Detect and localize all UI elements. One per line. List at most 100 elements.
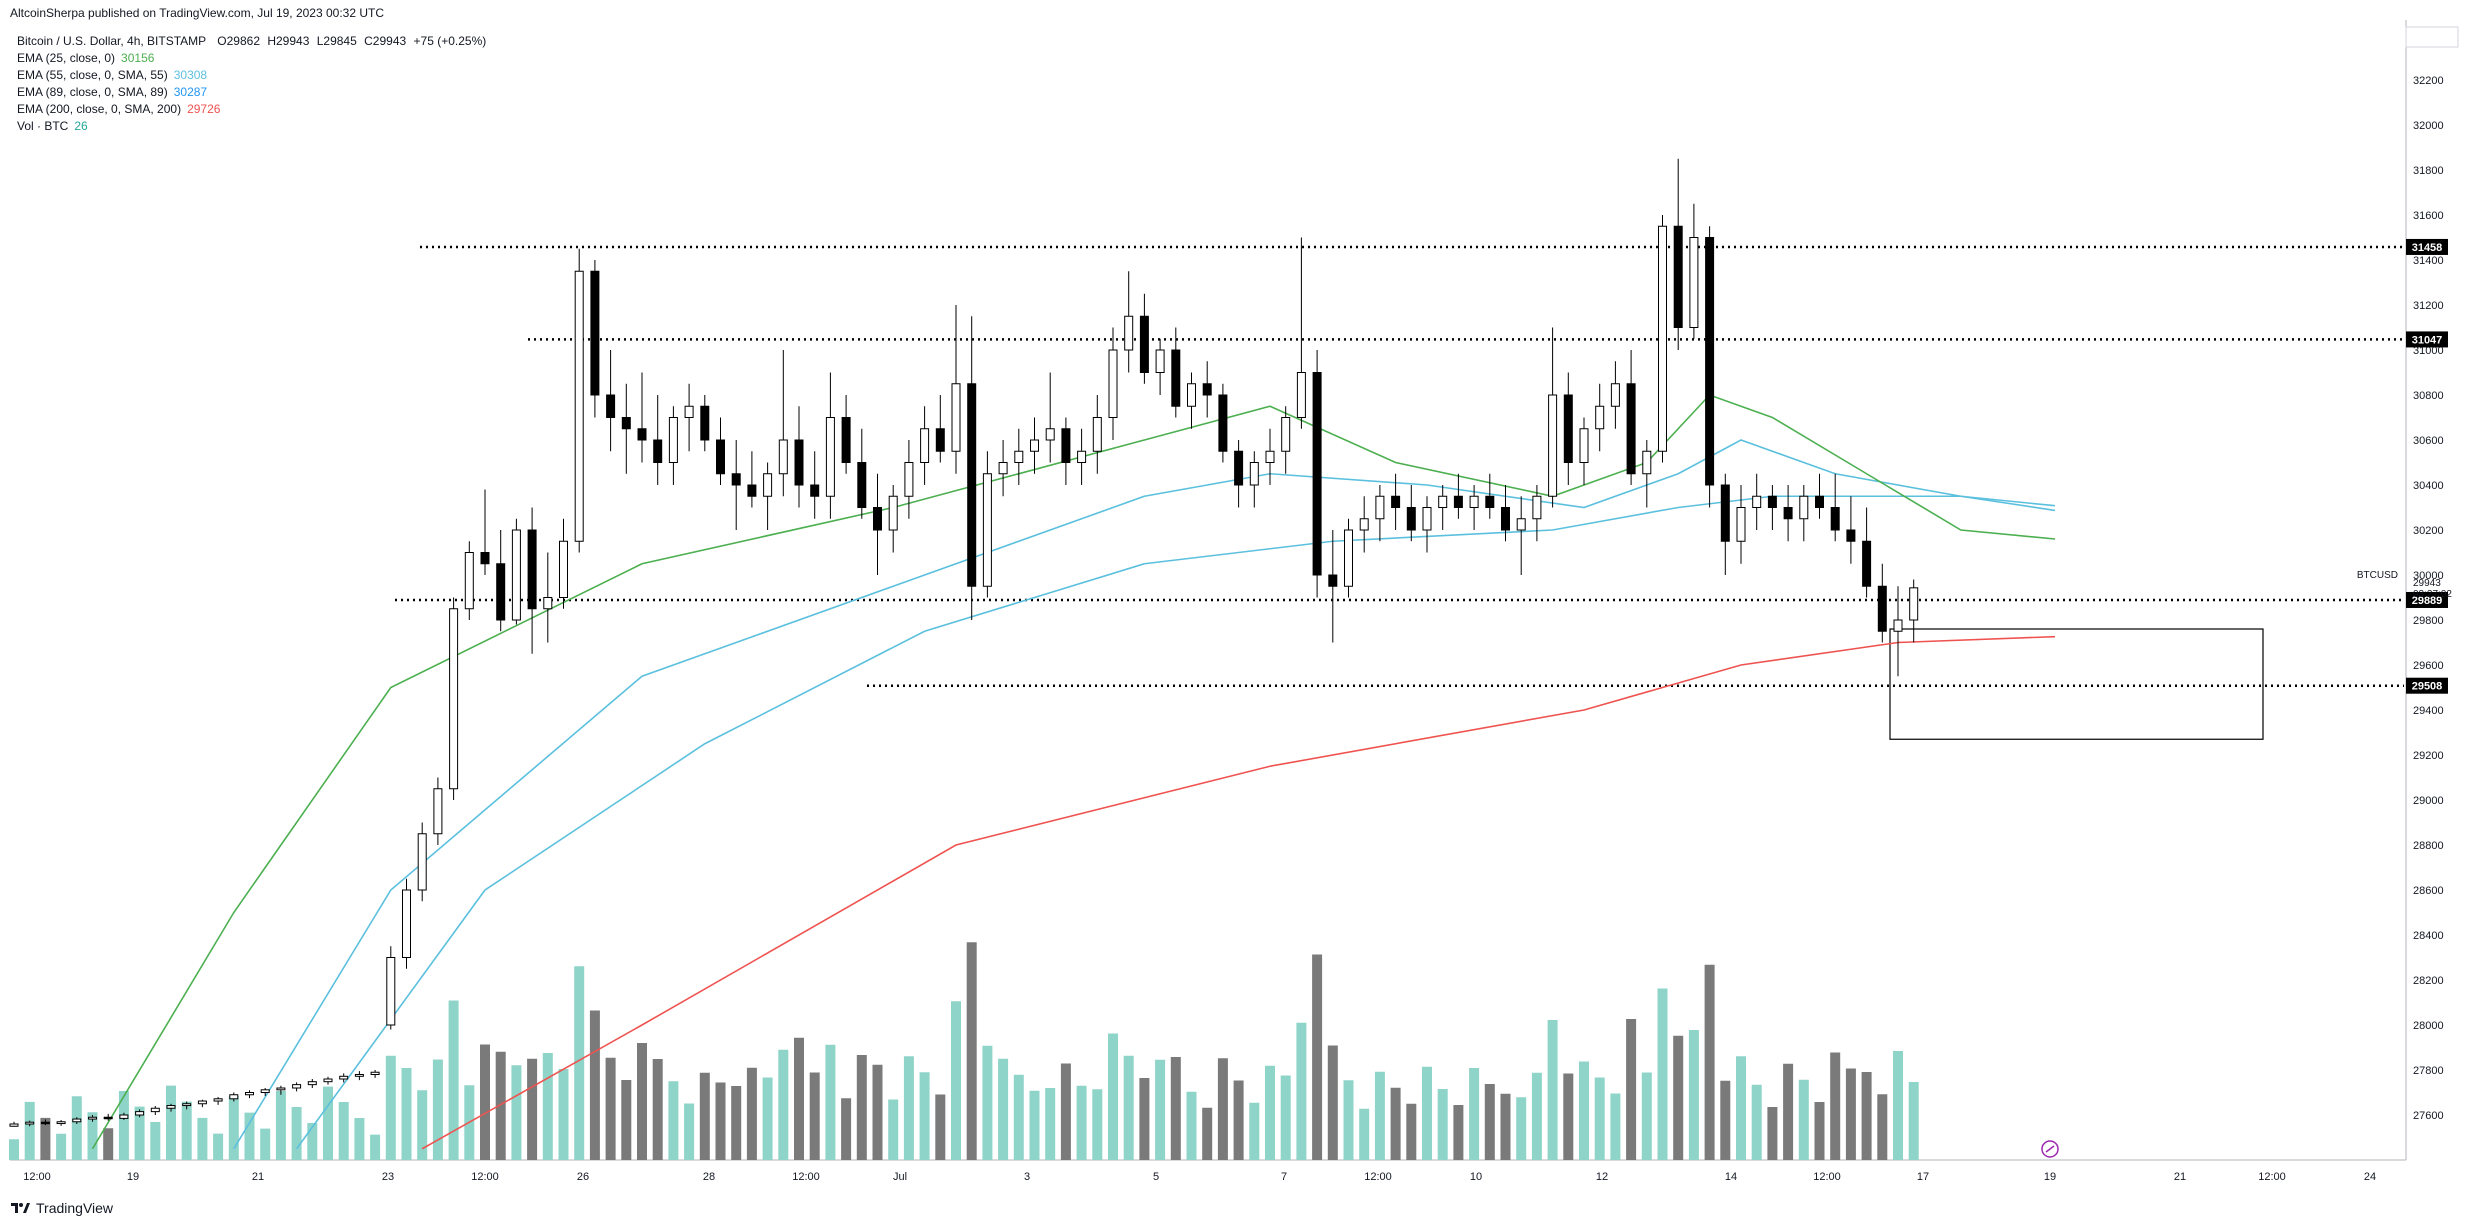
legend-label: Vol · BTC [17,119,69,133]
volume-bar [181,1101,192,1160]
volume-bar [103,1128,114,1160]
candle-body [778,439,788,475]
candle-body [1139,315,1149,373]
volume-bar [213,1133,224,1160]
candle-body [197,1100,207,1105]
volume-bar [1186,1091,1197,1160]
volume-bar [495,1051,506,1160]
candle-body [1548,394,1558,497]
x-tick-label: 5 [1153,1171,1159,1183]
volume-bar [197,1117,208,1160]
candle-body [1877,585,1887,632]
candle-body [1045,428,1055,441]
candle-body [40,1121,50,1125]
y-tick-label: 32200 [2413,75,2444,87]
volume-bar [872,1064,883,1160]
candle-body [1579,428,1589,463]
x-tick-label: 21 [252,1171,264,1183]
last-symbol-label: BTCUSD [2357,570,2398,581]
candle-body [1375,495,1385,520]
y-tick-label: 28400 [2413,930,2444,942]
volume-bar [1265,1065,1275,1160]
x-tick-label: Jul [893,1171,907,1183]
volume-bar [574,966,585,1160]
volume-bar [1422,1066,1432,1160]
x-tick-label: 17 [1917,1171,1929,1183]
x-tick-label: 12:00 [1364,1171,1392,1183]
tradingview-logo[interactable]: TradingView [10,1200,113,1216]
volume-bar [746,1067,757,1160]
candle-body [1862,540,1872,587]
legend-item: EMA (55, close, 0, SMA, 55) 30308 [17,68,207,82]
volume-bar [605,1057,616,1160]
volume-bar [323,1086,333,1160]
volume-bar [1233,1080,1244,1160]
x-tick-label: 12:00 [1813,1171,1841,1183]
volume-bar [166,1085,176,1160]
volume-bar [1374,1071,1385,1160]
x-tick-label: 7 [1281,1171,1287,1183]
replay-icon[interactable] [2041,1140,2059,1158]
x-tick-label: 19 [2044,1171,2056,1183]
volume-bar [809,1072,820,1160]
candle-body [543,597,553,610]
volume-bar [621,1080,632,1160]
candle-body [1453,495,1463,508]
candle-body [150,1107,160,1113]
y-tick-label: 30000 [2413,570,2444,582]
volume-bar [1343,1080,1354,1160]
candle-body [1752,495,1762,508]
tradingview-logo-icon [10,1201,30,1215]
candle-body [841,417,851,463]
y-tick-label: 27800 [2413,1065,2444,1077]
candle-body [1563,394,1573,463]
candle-body [72,1118,82,1123]
volume-bar [1861,1072,1872,1160]
volume-bar [966,942,977,1160]
y-tick-label: 31800 [2413,165,2444,177]
candle-body [1501,507,1510,531]
volume-bar [244,1112,255,1160]
candle-body [967,383,977,587]
volume-bar [778,1049,789,1160]
volume-bar [275,1091,286,1160]
x-tick-label: 3 [1024,1171,1030,1183]
volume-bar [1249,1102,1260,1160]
published-by: AltcoinSherpa published on TradingView.c… [10,6,385,20]
volume-bar [856,1055,867,1160]
y-tick-label: 30800 [2413,390,2444,402]
candle-body [182,1103,192,1107]
candle-body [1328,574,1338,587]
volume-bar [1783,1063,1794,1160]
candle-body [464,552,474,610]
level-label: 31458 [2412,242,2443,254]
volume-bar [1390,1087,1401,1160]
volume-bar [699,1072,710,1160]
candle-body [480,552,490,565]
volume-bar [1751,1084,1762,1160]
volume-bar [1155,1059,1166,1160]
y-tick-label: 28200 [2413,975,2444,987]
y-tick-label: 29400 [2413,705,2444,717]
y-tick-label: 30400 [2413,480,2444,492]
support-box-rect[interactable] [1889,628,2264,740]
candle-body [135,1111,145,1116]
volume-bar [1877,1094,1888,1160]
candle-body [307,1081,317,1086]
candle-body [103,1116,113,1120]
volume-bar [652,1059,663,1160]
symbol-line: Bitcoin / U.S. Dollar, 4h, BITSTAMP O298… [17,34,486,48]
volume-bar [668,1081,679,1160]
tradingview-brand: TradingView [36,1200,114,1216]
candle-body [1108,349,1118,418]
candle-body [354,1074,364,1077]
volume-bar [1798,1079,1809,1160]
candle-body [1595,405,1605,430]
candle-body [668,417,678,463]
candle-body [25,1121,35,1125]
volume-bar [1406,1103,1417,1160]
candle-body [1438,495,1448,508]
volume-bar [1312,954,1323,1160]
